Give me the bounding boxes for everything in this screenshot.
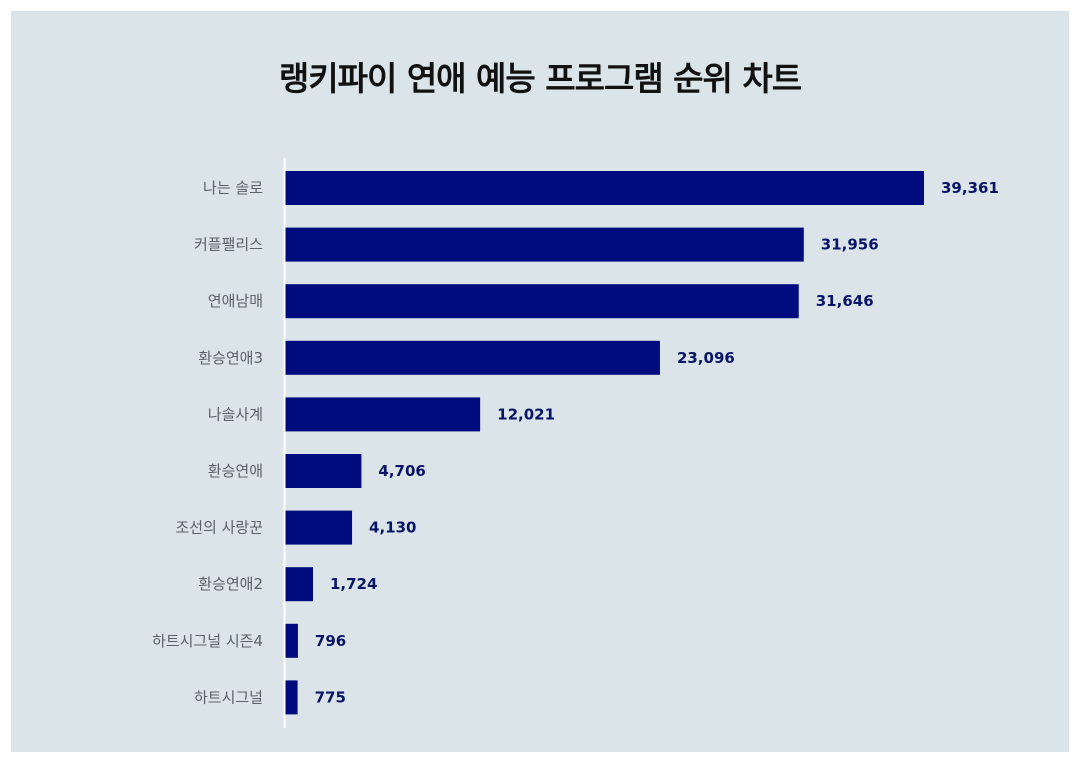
value-label: 23,096: [677, 349, 735, 367]
value-label: 12,021: [497, 405, 555, 423]
bar: [285, 397, 481, 432]
bar: [285, 340, 660, 375]
category-label: 조선의 사랑꾼: [175, 519, 263, 537]
category-label: 하트시그널 시즌4: [152, 632, 263, 650]
bar: [285, 454, 362, 488]
value-label: 796: [315, 632, 346, 650]
value-label: 31,956: [821, 236, 879, 254]
value-label: 4,706: [378, 462, 425, 480]
category-label: 커플팰리스: [194, 236, 263, 254]
bar: [285, 567, 313, 602]
bar: [285, 623, 298, 658]
value-label: 39,361: [941, 179, 999, 197]
bar: [285, 171, 924, 205]
category-label: 환승연애: [208, 462, 263, 480]
value-label: 4,130: [369, 519, 416, 537]
category-label: 나는 솔로: [203, 179, 263, 197]
chart-background: [11, 11, 1069, 752]
category-label: 하트시그널: [194, 688, 263, 706]
bar: [285, 510, 353, 545]
category-label: 환승연애2: [198, 575, 263, 593]
bar: [285, 680, 298, 715]
value-label: 31,646: [816, 292, 874, 310]
value-label: 1,724: [330, 575, 377, 593]
category-label: 연애남매: [208, 292, 263, 310]
bar: [285, 284, 799, 319]
bar: [285, 227, 804, 262]
bars-layer: 나는 솔로 39,361 커플팰리스 31,956 연애남매 31,646 환승연애3 23,…: [152, 171, 999, 715]
category-label: 환승연애3: [198, 349, 263, 367]
chart-title: 랭키파이 연애 예능 프로그램 순위 차트: [278, 59, 802, 98]
value-label: 775: [315, 688, 346, 706]
category-label: 나솔사계: [208, 405, 263, 423]
